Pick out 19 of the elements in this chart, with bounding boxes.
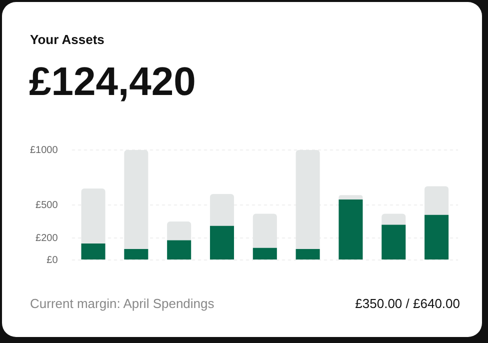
bar	[296, 249, 320, 260]
bar	[382, 214, 406, 225]
bar	[252, 248, 277, 260]
bar	[424, 214, 449, 260]
text: £350.00 / £640.00	[355, 296, 460, 311]
bar	[338, 200, 363, 260]
bar	[382, 224, 406, 260]
text: Current margin: April Spendings	[30, 296, 214, 311]
bar	[167, 240, 192, 260]
chart-title: Your Assets	[30, 32, 104, 47]
bar	[210, 226, 234, 260]
bar	[338, 195, 363, 200]
y-tick-label: £500	[36, 200, 58, 211]
y-tick-label: £0	[46, 254, 58, 266]
chart-subtitle: £124,420	[29, 60, 196, 105]
bar	[124, 249, 148, 260]
y-tick-label: £1000	[30, 144, 58, 156]
bar	[81, 244, 106, 260]
y-tick-label: £200	[36, 232, 58, 244]
